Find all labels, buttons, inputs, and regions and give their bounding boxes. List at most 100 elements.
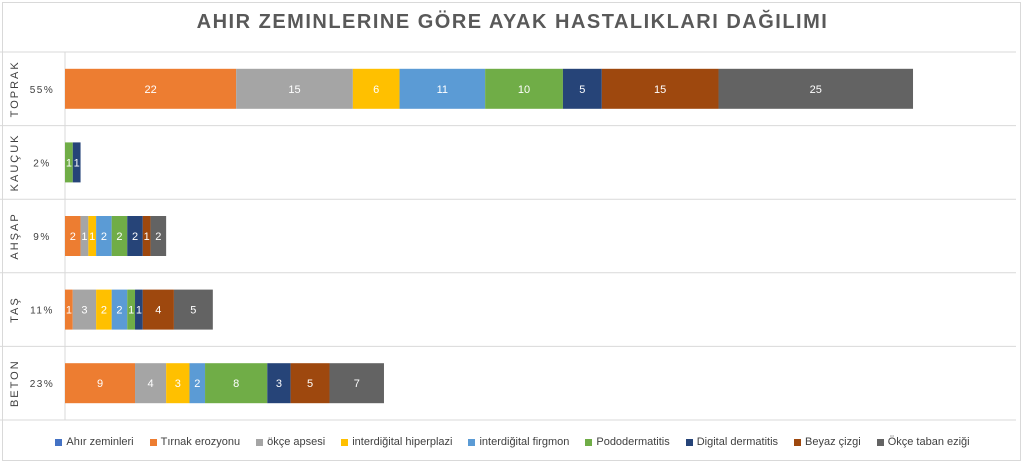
data-label: 11 bbox=[437, 84, 448, 96]
legend-label: Beyaz çizgi bbox=[805, 436, 861, 448]
data-label: 7 bbox=[354, 378, 360, 390]
bar-segment bbox=[166, 363, 190, 404]
bar-segment bbox=[718, 68, 914, 109]
legend-label: interdiğital firgmon bbox=[479, 436, 570, 448]
legend-label: interdiğital hiperplazi bbox=[352, 436, 453, 448]
bar-segment bbox=[111, 216, 128, 256]
bar-segment bbox=[72, 142, 81, 183]
data-label: 2 bbox=[194, 378, 200, 390]
bar-segment bbox=[267, 363, 291, 404]
data-label: 25 bbox=[810, 84, 822, 96]
legend-label: Digital dermatitis bbox=[696, 436, 779, 448]
bar-segment bbox=[65, 216, 81, 256]
data-label: 22 bbox=[144, 84, 156, 96]
data-label: 6 bbox=[373, 84, 379, 96]
data-label: 1 bbox=[66, 157, 72, 169]
legend-label: ökçe apsesi bbox=[267, 436, 326, 448]
bar-segment bbox=[135, 289, 143, 330]
bar-segment bbox=[65, 289, 73, 330]
data-label: 3 bbox=[175, 378, 181, 390]
bar-segment bbox=[111, 289, 128, 330]
bar-segment bbox=[80, 216, 89, 256]
legend-item: interdiğital firgmon bbox=[468, 436, 569, 448]
data-label: 1 bbox=[66, 305, 72, 317]
legend-swatch bbox=[55, 438, 63, 446]
legend-swatch bbox=[149, 438, 157, 446]
category-percent-label: 2% bbox=[33, 158, 50, 169]
legend-item: ökçe apsesi bbox=[256, 436, 325, 448]
data-label: 5 bbox=[579, 84, 585, 96]
data-label: 1 bbox=[144, 231, 150, 243]
legend-label: Pododermatitis bbox=[596, 436, 670, 448]
legend-swatch bbox=[876, 438, 884, 446]
data-label: 2 bbox=[132, 231, 138, 243]
data-label: 2 bbox=[101, 231, 107, 243]
data-label: 1 bbox=[81, 231, 87, 243]
bar-segment bbox=[65, 363, 136, 404]
legend-swatch bbox=[585, 438, 593, 446]
bar-segment bbox=[485, 68, 563, 109]
data-label: 15 bbox=[654, 84, 666, 96]
bar-segment bbox=[96, 289, 112, 330]
legend-item: Beyaz çizgi bbox=[794, 436, 861, 448]
category-percent-label: 55% bbox=[30, 85, 55, 96]
data-label: 2 bbox=[101, 305, 107, 317]
legend-item: Ahır zeminleri bbox=[55, 436, 134, 448]
legend-item: Pododermatitis bbox=[585, 436, 670, 448]
bar-segment bbox=[399, 68, 486, 109]
data-label: 2 bbox=[155, 231, 161, 243]
chart-legend: Ahır zeminleri Tırnak erozyonu ökçe apsesi… bbox=[0, 436, 1025, 448]
legend-item: Digital dermatitis bbox=[685, 436, 779, 448]
data-label: 8 bbox=[233, 378, 239, 390]
bar-segment bbox=[88, 216, 97, 256]
bar-segment bbox=[352, 68, 400, 109]
bar-segment bbox=[142, 216, 151, 256]
data-label: 4 bbox=[155, 305, 161, 317]
bar-segment bbox=[65, 142, 73, 183]
legend-swatch bbox=[256, 438, 264, 446]
category-percent-label: 11% bbox=[30, 306, 54, 317]
bar-segment bbox=[236, 68, 353, 109]
data-label: 1 bbox=[74, 157, 80, 169]
legend-label: Tırnak erozyonu bbox=[160, 436, 241, 448]
legend-item: Tırnak erozyonu bbox=[149, 436, 241, 448]
category-percent-label: 9% bbox=[33, 232, 50, 243]
bar-segment bbox=[142, 289, 174, 330]
legend-label: Ökçe taban eziği bbox=[887, 436, 970, 448]
bar-segment bbox=[290, 363, 330, 404]
bar-segment bbox=[72, 289, 97, 330]
data-label: 2 bbox=[116, 305, 122, 317]
bar-segment bbox=[562, 68, 602, 109]
bar-segment bbox=[127, 289, 136, 330]
bar-segment bbox=[127, 216, 143, 256]
data-label: 1 bbox=[89, 231, 95, 243]
data-label: 1 bbox=[136, 305, 142, 317]
category-label: TAŞ bbox=[9, 296, 21, 323]
bar-segment bbox=[65, 68, 237, 109]
bar-segment bbox=[96, 216, 112, 256]
legend-item: Ökçe taban eziği bbox=[876, 436, 970, 448]
data-label: 9 bbox=[97, 378, 103, 390]
legend-item: interdiğital hiperplazi bbox=[341, 436, 452, 448]
bar-segment bbox=[601, 68, 719, 109]
data-label: 5 bbox=[190, 305, 196, 317]
legend-swatch bbox=[685, 438, 693, 446]
bar-segment bbox=[135, 363, 167, 404]
category-percent-label: 23% bbox=[30, 379, 55, 390]
data-label: 2 bbox=[70, 231, 76, 243]
legend-label: Ahır zeminleri bbox=[66, 436, 134, 448]
data-label: 4 bbox=[148, 378, 154, 390]
data-label: 1 bbox=[128, 305, 134, 317]
category-label: KAUÇUK bbox=[9, 133, 21, 191]
category-label: BETON bbox=[9, 359, 21, 407]
bar-segment bbox=[205, 363, 268, 404]
bar-segment bbox=[189, 363, 206, 404]
data-label: 3 bbox=[276, 378, 282, 390]
legend-swatch bbox=[341, 438, 349, 446]
bar-segment bbox=[173, 289, 213, 330]
category-label: AHŞAP bbox=[9, 212, 21, 259]
legend-swatch bbox=[468, 438, 476, 446]
data-label: 3 bbox=[81, 305, 87, 317]
bar-segment bbox=[150, 216, 167, 256]
